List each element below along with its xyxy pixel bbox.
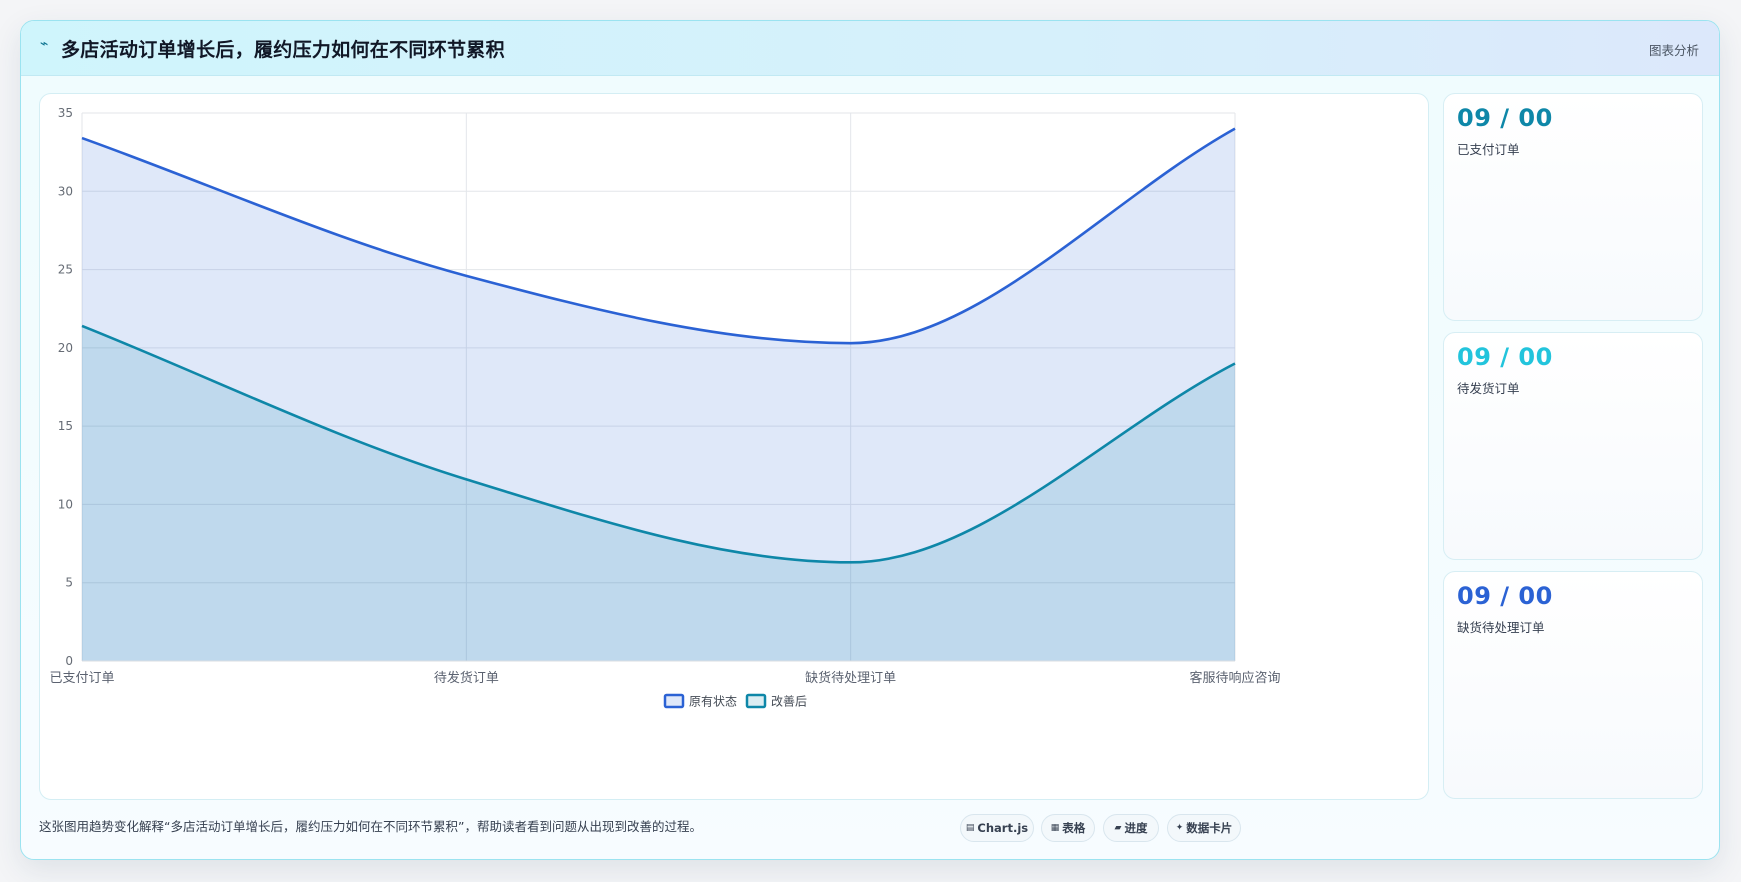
stat-value: 09 / 00 [1457,104,1553,132]
series-area [82,325,1235,661]
series-line [81,324,1236,564]
legend-label: 改善后 [771,694,807,709]
progress-icon: ▰ [1114,823,1122,833]
x-tick-label: 缺货待处理订单 [805,670,896,686]
y-tick-label: 35 [58,106,73,120]
chart-panel: 0 5 10 15 20 25 30 35 已支付订单 待发货订单 缺货待处理订单 客服待响应咨询原有… [39,93,1429,800]
pill-label: 表格 [1062,821,1086,835]
y-tick-label: 10 [58,497,73,511]
pill-label: 进度 [1124,821,1148,835]
card-icon: ✦ [1175,823,1184,833]
stat-label: 已支付订单 [1457,142,1520,157]
stat-card-out-of-stock: 09 / 00 缺货待处理订单 [1443,571,1703,799]
table-icon: ▦ [1050,823,1060,833]
stat-card-paid: 09 / 00 已支付订单 [1443,93,1703,321]
area-chart: 0 5 10 15 20 25 30 35 已支付订单 待发货订单 缺货待处理订单 客服待响应咨询原有… [49,106,1280,709]
chart-card: ⌁ 多店活动订单增长后，履约压力如何在不同环节累积 图表分析 0 5 10 15 20 2… [20,20,1720,860]
y-tick-label: 15 [58,419,73,433]
series-line [81,127,1236,345]
stat-label: 缺货待处理订单 [1457,620,1545,635]
legend-swatch [745,693,767,709]
chart-analysis-link[interactable]: 图表分析 [1648,43,1699,58]
pill-label: 数据卡片 [1186,821,1233,835]
pill-progress[interactable]: ▰ 进度 [1103,814,1159,842]
pill-table[interactable]: ▦ 表格 [1041,814,1095,842]
stat-label: 待发货订单 [1457,381,1520,396]
legend-swatch [663,693,685,709]
chart-description: 这张图用趋势变化解释“多店活动订单增长后，履约压力如何在不同环节累积”，帮助读者… [39,819,702,834]
stat-value: 09 / 00 [1457,582,1553,610]
y-tick-label: 5 [65,576,73,590]
stat-card-pending-shipment: 09 / 00 待发货订单 [1443,332,1703,560]
y-tick-label: 0 [65,654,73,668]
y-tick-label: 20 [58,341,73,355]
card-header: ⌁ 多店活动订单增长后，履约压力如何在不同环节累积 图表分析 [21,21,1719,76]
pill-chartjs[interactable]: ▤ Chart.js [960,814,1034,842]
x-tick-label: 已支付订单 [49,671,114,686]
y-tick-label: 30 [58,184,73,198]
chart-icon: ▤ [965,823,975,833]
pill-label: Chart.js [977,821,1029,835]
y-tick-label: 25 [58,263,73,277]
x-tick-label: 待发货订单 [434,670,499,686]
page-title: 多店活动订单增长后，履约压力如何在不同环节累积 [61,39,505,61]
pill-data-card[interactable]: ✦ 数据卡片 [1167,814,1241,842]
x-tick-label: 客服待响应咨询 [1189,670,1280,686]
stat-value: 09 / 00 [1457,343,1553,371]
sparkle-icon: ⌁ [40,36,49,52]
legend-label: 原有状态 [689,695,737,709]
series-area [82,128,1235,662]
